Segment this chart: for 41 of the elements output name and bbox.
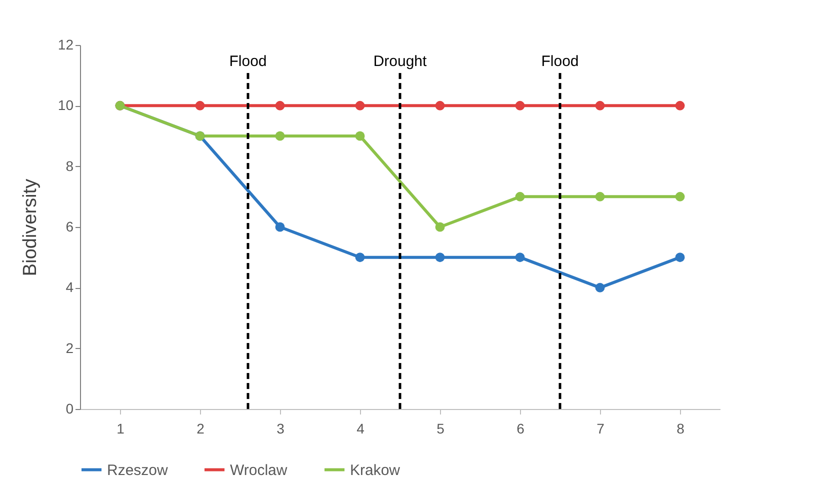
ref-line-label: Drought (373, 53, 428, 70)
y-tick-label: 4 (66, 279, 74, 296)
point (595, 282, 605, 292)
x-tick-label: 2 (196, 420, 205, 436)
legend-label: Wroclaw (230, 462, 288, 479)
point (355, 100, 365, 110)
point (435, 222, 445, 232)
point (595, 100, 605, 110)
point (355, 131, 365, 141)
ref-line-label: Flood (541, 53, 579, 70)
legend-label: Rzeszow (107, 462, 168, 479)
x-tick-label: 5 (436, 420, 445, 436)
legend-label: Krakow (350, 462, 400, 479)
x-tick-label: 6 (516, 420, 525, 436)
y-tick-label: 6 (66, 218, 74, 234)
point (275, 100, 285, 110)
x-tick-label: 1 (116, 420, 125, 436)
y-tick-label: 10 (58, 97, 74, 114)
point (435, 100, 445, 110)
y-tick-label: 12 (58, 36, 74, 52)
point (275, 131, 285, 141)
y-tick-label: 2 (66, 340, 74, 356)
y-tick-label: 8 (66, 158, 74, 174)
point (515, 192, 525, 202)
point (195, 100, 205, 110)
point (675, 192, 685, 202)
point (435, 252, 445, 262)
point (675, 100, 685, 110)
point (515, 252, 525, 262)
point (675, 252, 685, 262)
x-tick-label: 7 (596, 420, 605, 436)
point (515, 100, 525, 110)
ref-line-label: Flood (229, 53, 267, 70)
point (355, 252, 365, 262)
x-tick-label: 4 (356, 420, 365, 436)
x-tick-label: 3 (276, 420, 285, 436)
point (595, 192, 605, 202)
y-tick-label: 0 (66, 400, 74, 416)
x-tick-label: 8 (676, 420, 685, 436)
y-axis-title: Biodiversity (20, 178, 41, 276)
point (275, 222, 285, 232)
